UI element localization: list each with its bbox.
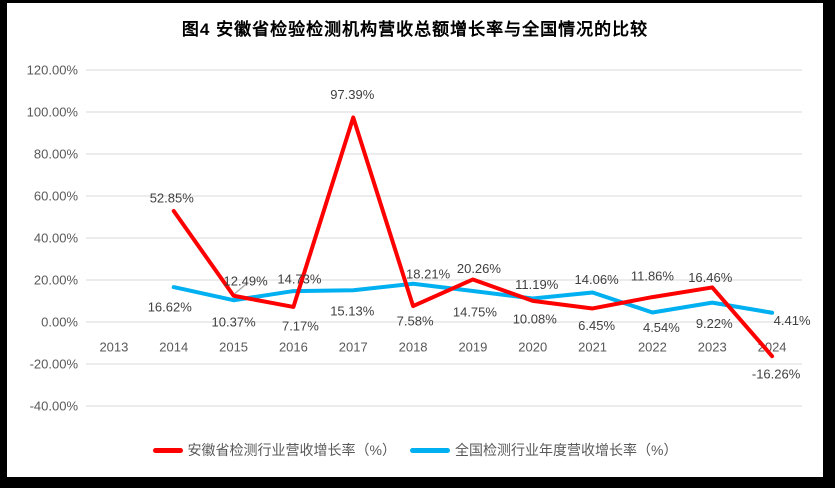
x-axis-tick-label: 2017 [339, 340, 368, 355]
label-leader-line [234, 283, 247, 295]
legend-item-anhui: 安徽省检测行业营收增长率（%） [152, 440, 396, 460]
data-label: 11.19% [515, 277, 559, 292]
y-axis-tick-label: 60.00% [34, 189, 79, 204]
data-label: 7.17% [282, 318, 319, 333]
data-label: 10.37% [212, 315, 257, 330]
data-label: 15.13% [330, 304, 375, 319]
y-axis-tick-label: 40.00% [34, 231, 79, 246]
chart-canvas: 图4 安徽省检验检测机构营收总额增长率与全国情况的比较 120.00% 100.0… [7, 3, 823, 477]
x-axis-tick-label: 2014 [159, 340, 188, 355]
x-axis-tick-label: 2013 [99, 340, 128, 355]
data-label: 11.86% [631, 269, 675, 284]
y-axis-tick-label: 120.00% [27, 63, 79, 78]
chart-title: 图4 安徽省检验检测机构营收总额增长率与全国情况的比较 [181, 20, 649, 39]
legend-label-national: 全国检测行业年度营收增长率（%） [455, 442, 678, 458]
y-axis-tick-label: -40.00% [30, 399, 79, 414]
x-axis-tick-label: 2022 [638, 340, 667, 355]
data-label: 9.22% [696, 316, 733, 331]
y-axis-tick-label: 80.00% [34, 147, 79, 162]
data-label: -16.26% [752, 367, 801, 382]
y-axis-tick-label: 20.00% [34, 273, 79, 288]
national-line-swatch-icon [410, 447, 450, 453]
y-axis-tick-label: 100.00% [27, 105, 79, 120]
data-label: 16.46% [688, 270, 733, 285]
chart-legend: 安徽省检测行业营收增长率（%） 全国检测行业年度营收增长率（%） [7, 440, 823, 460]
data-label: 12.49% [224, 273, 269, 288]
data-label: 10.08% [513, 311, 558, 326]
data-label: 20.26% [457, 261, 502, 276]
y-axis-tick-label: -20.00% [30, 357, 79, 372]
data-label: 6.45% [578, 318, 615, 333]
data-label: 52.85% [150, 191, 195, 206]
data-label: 4.54% [643, 320, 680, 335]
series-line-anhui [171, 115, 775, 359]
x-axis-tick-label: 2021 [578, 340, 607, 355]
data-label: 16.62% [148, 300, 193, 315]
x-axis-tick-label: 2019 [458, 340, 487, 355]
legend-item-national: 全国检测行业年度营收增长率（%） [410, 440, 677, 460]
y-axis-tick-label: 0.00% [41, 315, 78, 330]
x-axis-tick-label: 2016 [279, 340, 308, 355]
anhui-line-swatch-icon [152, 447, 183, 453]
data-label: 7.58% [397, 314, 434, 329]
data-label: 4.41% [774, 313, 811, 328]
x-axis-tick-label: 2018 [399, 340, 428, 355]
data-label: 14.75% [453, 305, 498, 320]
legend-label-anhui: 安徽省检测行业营收增长率（%） [187, 442, 396, 458]
data-label: 14.06% [575, 272, 620, 287]
data-label: 97.39% [330, 87, 375, 102]
line-chart-plot: 120.00% 100.00% 80.00% 60.00% 40.00% 20.00% 0.… [27, 63, 811, 414]
x-axis-tick-label: 2015 [219, 340, 248, 355]
data-label: 14.73% [277, 272, 322, 287]
data-label: 18.21% [406, 266, 451, 281]
x-axis-tick-label: 2020 [518, 340, 547, 355]
x-axis-tick-label: 2023 [698, 340, 727, 355]
series-line-national [171, 281, 775, 315]
